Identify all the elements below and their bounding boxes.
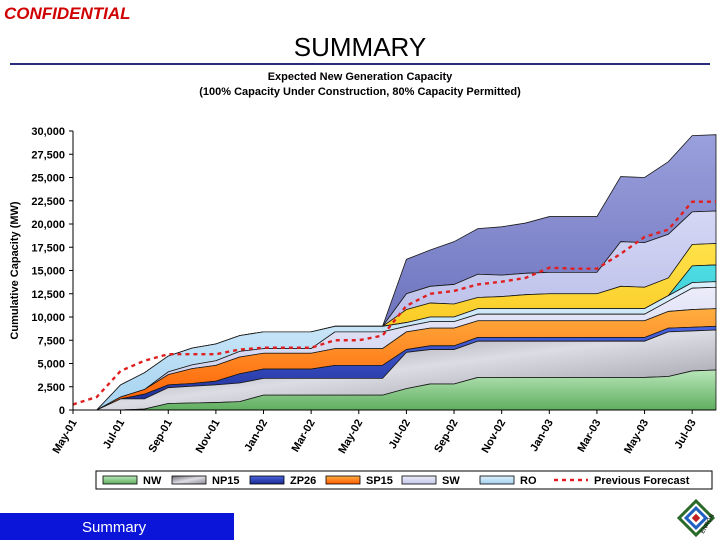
legend-label: Previous Forecast [594,475,690,487]
y-tick-label: 0 [59,405,65,417]
y-tick-label: 22,500 [31,196,65,208]
y-tick-label: 25,000 [31,173,65,185]
y-tick-label: 2,500 [37,382,65,394]
x-tick-label: Jul-01 [101,418,127,452]
footer-bar: Summary [0,513,234,540]
legend-label: NW [143,475,162,487]
legend-label: ZP26 [290,475,316,487]
x-tick-label: Sep-01 [146,418,174,455]
y-tick-label: 17,500 [31,242,65,254]
y-tick-label: 5,000 [37,359,65,371]
line-previous-forecast [72,200,716,406]
legend-label: RO [520,475,537,487]
y-tick-label: 30,000 [31,126,65,138]
x-tick-label: Jan-03 [528,418,556,454]
x-tick-label: Nov-02 [480,418,509,456]
y-tick-label: 20,000 [31,219,65,231]
y-tick-label: 27,500 [31,149,65,161]
legend-swatch [479,475,515,485]
legend-label: NP15 [212,475,240,487]
x-tick-label: Jul-02 [387,418,413,452]
legend-swatch [401,475,437,485]
x-tick-label: Jan-02 [242,418,270,454]
page-title: SUMMARY [293,32,427,62]
legend-label: SP15 [366,475,393,487]
x-tick-label: Sep-02 [432,418,460,455]
y-tick-label: 10,000 [31,312,65,324]
legend-swatch [325,475,361,485]
enron-logo: ENRON [676,498,716,538]
chart-title: Expected New Generation Capacity [267,71,453,83]
footer-label: Summary [82,519,147,536]
legend-swatch [171,475,207,485]
legend-label: SW [442,475,460,487]
chart-subtitle: (100% Capacity Under Construction, 80% C… [199,86,521,98]
x-tick-label: May-03 [622,418,651,456]
x-tick-label: Nov-01 [194,418,223,456]
x-tick-label: Jul-03 [672,418,698,452]
y-axis-label: Cumulative Capacity (MW) [9,201,21,339]
confidential-label: CONFIDENTIAL [4,4,131,23]
title-divider [10,63,710,65]
y-tick-label: 15,000 [31,266,65,278]
y-tick-label: 12,500 [31,289,65,301]
x-tick-label: May-02 [336,418,365,456]
x-tick-label: May-01 [51,418,80,456]
legend-swatch [102,475,138,485]
x-tick-label: Mar-02 [290,418,318,455]
y-tick-label: 7,500 [37,335,65,347]
legend-swatch [249,475,285,485]
x-tick-label: Mar-03 [575,418,603,455]
